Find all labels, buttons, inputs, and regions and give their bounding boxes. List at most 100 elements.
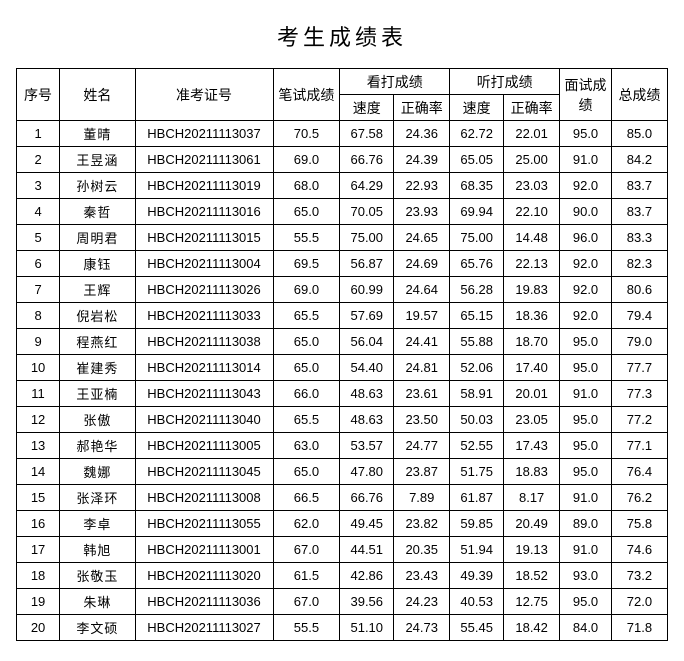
table-row: 7王辉HBCH2021111302669.060.9924.6456.2819.…	[17, 277, 668, 303]
listen-acc-cell: 23.05	[504, 407, 560, 433]
table-body: 1董晴HBCH2021111303770.567.5824.3662.7222.…	[17, 121, 668, 641]
interview-cell: 90.0	[560, 199, 612, 225]
page-title: 考生成绩表	[16, 20, 668, 52]
listen-acc-cell: 22.10	[504, 199, 560, 225]
table-row: 19朱琳HBCH2021111303667.039.5624.2340.5312…	[17, 589, 668, 615]
look-acc-cell: 24.77	[394, 433, 450, 459]
look-acc-cell: 24.69	[394, 251, 450, 277]
seq-cell: 20	[17, 615, 60, 641]
table-row: 8倪岩松HBCH2021111303365.557.6919.5765.1518…	[17, 303, 668, 329]
table-row: 20李文硕HBCH2021111302755.551.1024.7355.451…	[17, 615, 668, 641]
name-cell: 李卓	[60, 511, 135, 537]
written-cell: 69.0	[273, 277, 340, 303]
name-cell: 倪岩松	[60, 303, 135, 329]
header-look-accuracy: 正确率	[394, 95, 450, 121]
look-speed-cell: 67.58	[340, 121, 394, 147]
interview-cell: 89.0	[560, 511, 612, 537]
written-cell: 67.0	[273, 537, 340, 563]
name-cell: 张傲	[60, 407, 135, 433]
name-cell: 孙树云	[60, 173, 135, 199]
look-speed-cell: 51.10	[340, 615, 394, 641]
look-acc-cell: 24.39	[394, 147, 450, 173]
name-cell: 郝艳华	[60, 433, 135, 459]
look-acc-cell: 19.57	[394, 303, 450, 329]
written-cell: 68.0	[273, 173, 340, 199]
interview-cell: 95.0	[560, 589, 612, 615]
written-cell: 55.5	[273, 225, 340, 251]
header-seq: 序号	[17, 69, 60, 121]
seq-cell: 10	[17, 355, 60, 381]
table-row: 4秦哲HBCH2021111301665.070.0523.9369.9422.…	[17, 199, 668, 225]
written-cell: 62.0	[273, 511, 340, 537]
interview-cell: 84.0	[560, 615, 612, 641]
id-cell: HBCH20211113004	[135, 251, 273, 277]
interview-cell: 91.0	[560, 537, 612, 563]
seq-cell: 15	[17, 485, 60, 511]
look-speed-cell: 56.87	[340, 251, 394, 277]
look-acc-cell: 24.73	[394, 615, 450, 641]
listen-acc-cell: 25.00	[504, 147, 560, 173]
look-speed-cell: 64.29	[340, 173, 394, 199]
total-cell: 83.7	[611, 173, 667, 199]
written-cell: 55.5	[273, 615, 340, 641]
listen-speed-cell: 65.05	[450, 147, 504, 173]
interview-cell: 95.0	[560, 459, 612, 485]
written-cell: 61.5	[273, 563, 340, 589]
seq-cell: 12	[17, 407, 60, 433]
id-cell: HBCH20211113005	[135, 433, 273, 459]
seq-cell: 11	[17, 381, 60, 407]
look-speed-cell: 47.80	[340, 459, 394, 485]
interview-cell: 95.0	[560, 121, 612, 147]
id-cell: HBCH20211113026	[135, 277, 273, 303]
seq-cell: 19	[17, 589, 60, 615]
listen-speed-cell: 65.15	[450, 303, 504, 329]
name-cell: 韩旭	[60, 537, 135, 563]
look-acc-cell: 23.93	[394, 199, 450, 225]
total-cell: 77.3	[611, 381, 667, 407]
listen-acc-cell: 18.83	[504, 459, 560, 485]
look-speed-cell: 53.57	[340, 433, 394, 459]
look-speed-cell: 54.40	[340, 355, 394, 381]
name-cell: 程燕红	[60, 329, 135, 355]
header-listen-type: 听打成绩	[450, 69, 560, 95]
listen-speed-cell: 69.94	[450, 199, 504, 225]
listen-speed-cell: 50.03	[450, 407, 504, 433]
seq-cell: 1	[17, 121, 60, 147]
total-cell: 77.7	[611, 355, 667, 381]
interview-cell: 92.0	[560, 251, 612, 277]
total-cell: 74.6	[611, 537, 667, 563]
name-cell: 董晴	[60, 121, 135, 147]
written-cell: 69.0	[273, 147, 340, 173]
listen-acc-cell: 17.43	[504, 433, 560, 459]
table-row: 10崔建秀HBCH2021111301465.054.4024.8152.061…	[17, 355, 668, 381]
written-cell: 69.5	[273, 251, 340, 277]
written-cell: 65.0	[273, 355, 340, 381]
look-speed-cell: 48.63	[340, 407, 394, 433]
name-cell: 秦哲	[60, 199, 135, 225]
header-interview: 面试成绩	[560, 69, 612, 121]
listen-speed-cell: 51.75	[450, 459, 504, 485]
listen-acc-cell: 14.48	[504, 225, 560, 251]
interview-cell: 96.0	[560, 225, 612, 251]
listen-speed-cell: 62.72	[450, 121, 504, 147]
written-cell: 70.5	[273, 121, 340, 147]
interview-cell: 92.0	[560, 303, 612, 329]
total-cell: 80.6	[611, 277, 667, 303]
header-name: 姓名	[60, 69, 135, 121]
table-row: 1董晴HBCH2021111303770.567.5824.3662.7222.…	[17, 121, 668, 147]
listen-speed-cell: 51.94	[450, 537, 504, 563]
total-cell: 85.0	[611, 121, 667, 147]
header-exam-id: 准考证号	[135, 69, 273, 121]
table-row: 12张傲HBCH2021111304065.548.6323.5050.0323…	[17, 407, 668, 433]
look-speed-cell: 57.69	[340, 303, 394, 329]
look-acc-cell: 24.23	[394, 589, 450, 615]
listen-acc-cell: 19.13	[504, 537, 560, 563]
id-cell: HBCH20211113061	[135, 147, 273, 173]
name-cell: 朱琳	[60, 589, 135, 615]
name-cell: 王辉	[60, 277, 135, 303]
listen-acc-cell: 22.13	[504, 251, 560, 277]
written-cell: 65.0	[273, 199, 340, 225]
look-speed-cell: 39.56	[340, 589, 394, 615]
total-cell: 84.2	[611, 147, 667, 173]
name-cell: 康钰	[60, 251, 135, 277]
